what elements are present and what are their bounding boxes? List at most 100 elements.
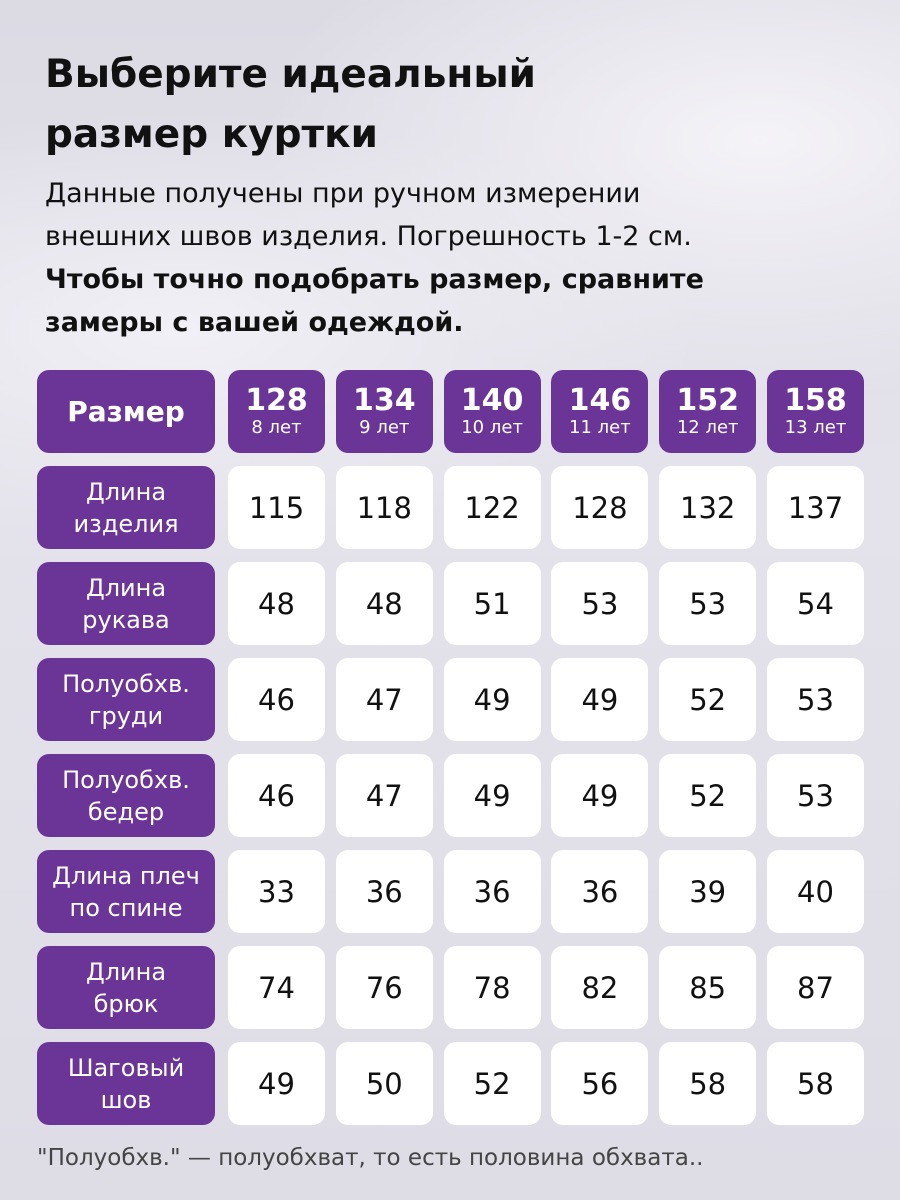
row-label: Длина брюк [37,946,215,1029]
cell-value: 76 [365,970,403,1005]
size-header: 128 8 лет [228,370,325,453]
row-label-line: Шаговый [67,1053,185,1082]
cell-value: 53 [689,586,727,621]
cell: 49 [443,754,541,837]
cell: 51 [443,562,541,645]
corner-label: Размер [67,395,185,428]
corner-cell: Размер [37,370,215,453]
cell: 52 [659,658,757,741]
cell: 50 [335,1042,433,1125]
cell: 58 [659,1042,757,1125]
cell-value: 49 [473,682,511,717]
age: 11 лет [569,416,631,438]
cell: 115 [228,466,325,549]
row-label-line: изделия [73,509,179,538]
cell: 53 [659,562,757,645]
row-label-line: шов [100,1085,152,1114]
cell: 33 [228,850,325,933]
cell: 36 [335,850,433,933]
cell: 48 [335,562,433,645]
cell-value: 132 [680,490,736,525]
row-label: Полуобхв. бедер [37,754,215,837]
age: 13 лет [784,416,847,438]
cell: 118 [335,466,433,549]
cell: 82 [551,946,649,1029]
row-label-line: груди [88,701,164,730]
cell: 49 [443,658,541,741]
row-label: Полуобхв. груди [37,658,215,741]
size-header: 146 11 лет [551,370,649,453]
cell: 49 [228,1042,325,1125]
row-label-line: Длина плеч [52,861,200,890]
cell: 52 [443,1042,541,1125]
cell-value: 50 [365,1066,403,1101]
cell-value: 122 [464,490,520,525]
cell: 49 [551,754,649,837]
cell: 53 [551,562,649,645]
cell-value: 137 [787,490,844,525]
cell-value: 51 [473,586,511,621]
size-header: 158 13 лет [767,370,864,453]
row-label-line: Длина [85,573,167,602]
age: 9 лет [359,416,410,438]
cell-value: 49 [581,682,619,717]
row-label: Шаговый шов [37,1042,215,1125]
size-header: 152 12 лет [659,370,757,453]
row-label-line: Полуобхв. [62,765,190,794]
note-line: замеры с вашей одеждой. [45,307,464,338]
cell-value: 53 [797,682,834,717]
cell-value: 118 [356,490,412,525]
cell: 49 [551,658,649,741]
size: 134 [352,382,416,418]
cell: 87 [767,946,864,1029]
cell: 40 [767,850,864,933]
cell: 36 [551,850,649,933]
cell-value: 128 [572,490,628,525]
cell-value: 115 [248,490,305,525]
footnote: "Полуобхв." — полуобхват, то есть полови… [37,1145,704,1171]
cell-value: 58 [797,1066,834,1101]
title-line: размер куртки [45,112,378,157]
cell-value: 40 [797,874,834,909]
size: 140 [460,382,524,418]
cell: 74 [228,946,325,1029]
row-label-line: рукава [82,605,170,634]
cell-value: 36 [581,874,619,909]
note-line: Чтобы точно подобрать размер, сравните [45,264,704,295]
cell: 46 [228,658,325,741]
cell: 48 [228,562,325,645]
age: 10 лет [461,416,523,438]
cell-value: 82 [581,970,619,1005]
cell: 53 [767,658,864,741]
cell-value: 74 [258,970,295,1005]
cell: 78 [443,946,541,1029]
cell: 47 [335,754,433,837]
cell: 56 [551,1042,649,1125]
cell-value: 46 [258,682,295,717]
cell-value: 46 [258,778,295,813]
cell: 47 [335,658,433,741]
cell-value: 54 [797,586,834,621]
cell-value: 87 [797,970,834,1005]
title-line: Выберите идеальный [45,52,536,97]
subtitle-line: внешних швов изделия. Погрешность 1-2 см… [45,221,692,252]
row-label-line: бедер [87,797,165,826]
cell: 39 [659,850,757,933]
cell: 132 [659,466,757,549]
cell-value: 52 [689,778,727,813]
row-label: Длина изделия [37,466,215,549]
size: 128 [245,382,308,418]
age: 12 лет [676,416,739,438]
size: 146 [568,382,632,418]
cell-value: 49 [581,778,619,813]
size-header: 140 10 лет [443,370,541,453]
cell-value: 85 [689,970,727,1005]
cell: 52 [659,754,757,837]
cell-value: 36 [473,874,511,909]
cell-value: 47 [365,682,403,717]
cell: 53 [767,754,864,837]
cell: 54 [767,562,864,645]
cell-value: 36 [365,874,403,909]
cell: 128 [551,466,649,549]
row-label-line: Длина [85,477,167,506]
